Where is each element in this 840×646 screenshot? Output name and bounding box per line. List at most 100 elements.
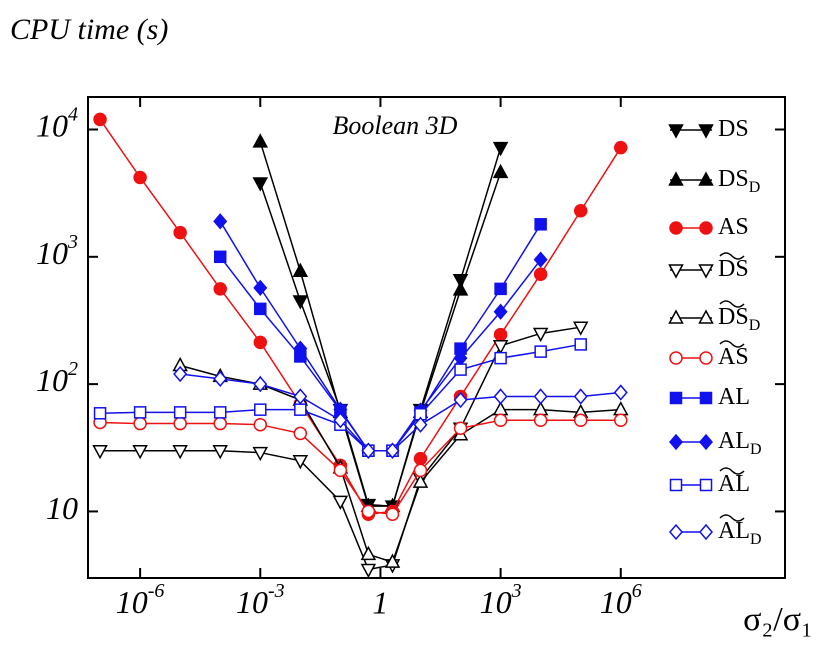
y-tick-label: 103 <box>36 230 78 271</box>
legend-tilde <box>719 514 745 522</box>
marker <box>253 375 268 393</box>
marker <box>413 451 428 466</box>
y-tick-label: 10 <box>46 490 78 526</box>
marker <box>492 141 509 157</box>
marker <box>453 421 468 436</box>
y-tick-label-exponent: 2 <box>68 358 78 380</box>
legend-name: AL <box>718 384 750 410</box>
marker <box>668 124 684 139</box>
y-tick-label: 102 <box>36 358 78 399</box>
marker <box>494 351 507 365</box>
marker <box>292 455 309 470</box>
legend-name: AL <box>718 428 750 454</box>
marker <box>212 444 228 460</box>
marker <box>292 262 309 278</box>
legend-name: DS <box>718 116 749 142</box>
legend-name: AS <box>718 344 749 370</box>
marker <box>613 401 629 416</box>
legend-label: DSD <box>718 304 760 334</box>
marker <box>452 281 469 296</box>
legend-name: AL <box>718 471 750 497</box>
marker <box>332 495 349 510</box>
legend-name: AS <box>718 214 749 240</box>
marker <box>698 124 714 139</box>
marker <box>213 416 227 431</box>
marker <box>253 417 268 432</box>
marker <box>252 446 269 462</box>
marker <box>384 553 401 568</box>
x-tick-label: 10-3 <box>236 580 285 621</box>
marker <box>293 426 308 441</box>
marker <box>533 413 548 428</box>
marker <box>133 170 147 185</box>
marker <box>360 563 377 579</box>
marker <box>534 345 547 358</box>
marker <box>493 413 508 428</box>
x-tick-label: 1 <box>372 584 388 620</box>
plot-frame <box>87 96 786 579</box>
x-tick-label-base: 10 <box>116 584 148 620</box>
marker <box>613 384 628 401</box>
marker <box>213 213 228 230</box>
marker <box>493 388 508 405</box>
marker <box>668 171 684 186</box>
marker <box>699 221 713 235</box>
marker <box>493 327 508 342</box>
legend-name: DS <box>718 166 749 192</box>
marker <box>534 218 547 231</box>
legend-tilde <box>719 252 745 260</box>
marker <box>492 163 509 179</box>
marker <box>333 412 348 429</box>
x-axis-label: σ₂/σ₁ <box>743 601 813 638</box>
marker <box>253 279 268 297</box>
marker <box>668 309 684 324</box>
marker <box>668 264 684 279</box>
marker <box>93 407 107 420</box>
marker <box>294 403 307 416</box>
y-tick-label-exponent: 3 <box>67 230 78 252</box>
marker <box>361 504 376 519</box>
legend-label: ALD <box>718 518 762 548</box>
legend-name: DS <box>718 304 749 330</box>
marker <box>492 340 509 355</box>
marker <box>669 523 683 541</box>
legend-label: DS <box>718 116 749 142</box>
x-tick-label: 103 <box>480 580 522 621</box>
marker <box>699 433 713 451</box>
series-line <box>219 223 542 452</box>
y-tick-label-base: 10 <box>36 235 68 271</box>
legend-label: DSD <box>718 166 760 196</box>
marker <box>453 391 468 409</box>
marker <box>213 406 227 419</box>
marker <box>533 251 548 268</box>
marker <box>573 388 588 405</box>
marker <box>573 204 588 218</box>
marker <box>574 338 587 351</box>
marker <box>669 433 683 451</box>
marker <box>699 523 713 541</box>
series-line <box>179 364 621 564</box>
x-tick-label-exponent: 6 <box>632 580 642 602</box>
marker <box>172 444 188 460</box>
legend-label: AS <box>718 214 749 240</box>
marker <box>254 302 267 316</box>
y-tick-label-base: 10 <box>36 362 68 398</box>
series-line <box>219 220 542 452</box>
x-tick-label-exponent: -3 <box>268 580 285 602</box>
marker <box>533 267 548 281</box>
legend-label: ALD <box>718 428 762 458</box>
legend-label: DS <box>718 256 749 282</box>
marker <box>614 413 628 428</box>
marker <box>293 388 308 405</box>
marker <box>669 391 683 405</box>
marker <box>698 309 714 324</box>
legend-name: AL <box>718 518 750 544</box>
marker <box>669 221 683 235</box>
legend-subscript: D <box>749 179 761 196</box>
legend-tilde <box>719 340 745 348</box>
marker <box>133 416 147 431</box>
marker <box>213 370 228 388</box>
x-tick-label-base: 10 <box>600 584 632 620</box>
marker <box>132 444 148 460</box>
